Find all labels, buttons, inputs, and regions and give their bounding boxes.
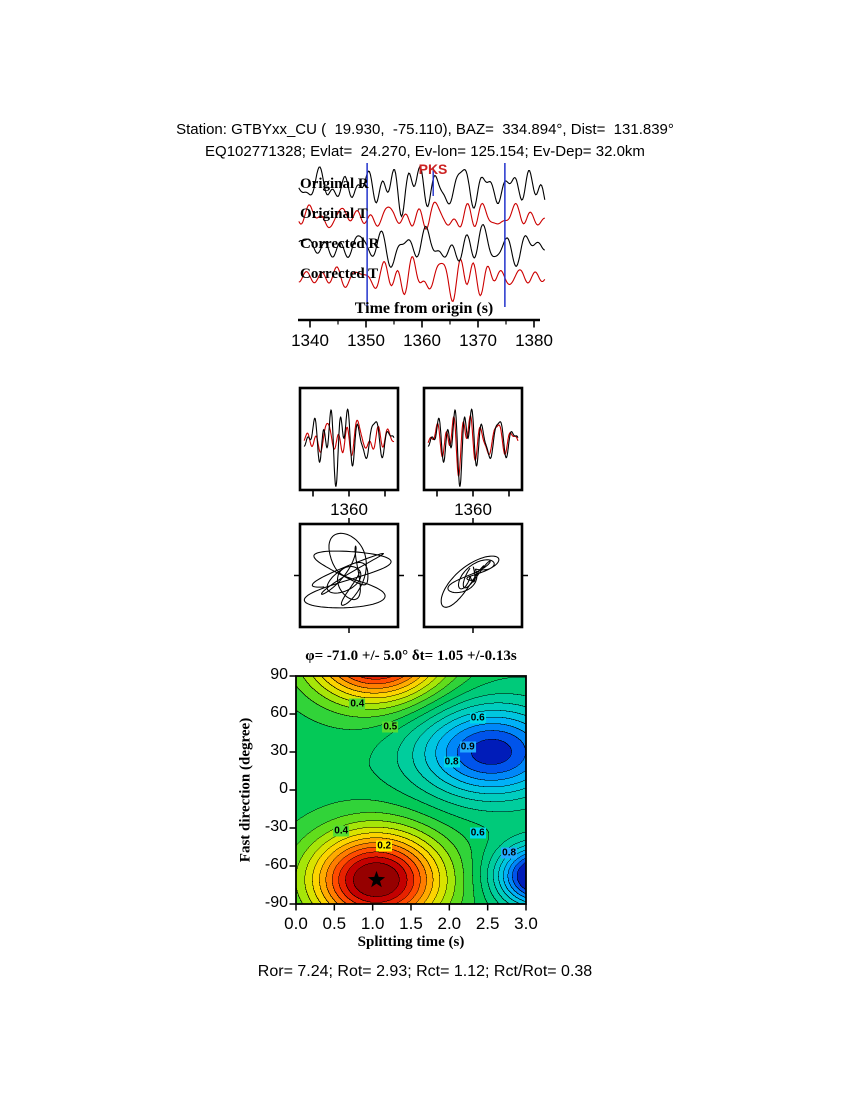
window-tick-label-left: 1360	[330, 500, 368, 519]
window-tick-label-right: 1360	[454, 500, 492, 519]
contour-label: 0.2	[376, 840, 393, 852]
contour-label: 0.6	[469, 827, 486, 839]
quality-stats: Ror= 7.24; Rot= 2.93; Rct= 1.12; Rct/Rot…	[257, 963, 593, 980]
split-result-title: φ= -71.0 +/- 5.0° δt= 1.05 +/-0.13s	[305, 648, 517, 664]
x-tick-label: 2.0	[437, 914, 462, 933]
x-tick-label: 1360	[403, 331, 441, 350]
contour-label: 0.4	[333, 825, 350, 837]
trace-label-original-t: Original T	[300, 206, 368, 222]
contour-label: 0.8	[443, 756, 460, 768]
station-header: Station: GTBYxx_CU ( 19.930, -75.110), B…	[176, 121, 674, 138]
x-tick-label: 2.5	[475, 914, 500, 933]
trace-label-corrected-r: Corrected R	[300, 236, 380, 252]
trace-label-original-r: Original R	[300, 176, 369, 192]
wave-x-axis-title: Time from origin (s)	[354, 300, 494, 317]
x-tick-label: 1.0	[360, 914, 385, 933]
x-tick-label: 1.5	[399, 914, 423, 933]
y-tick-label: 30	[270, 742, 288, 759]
error-surface-heatmap	[296, 676, 526, 904]
contour-label: 0.4	[349, 698, 366, 710]
x-tick-label: 0.5	[322, 914, 347, 933]
x-tick-label: 1370	[459, 331, 497, 350]
y-tick-label: 60	[270, 704, 288, 721]
x-tick-label: 1350	[347, 331, 385, 350]
x-tick-label: 0.0	[284, 914, 308, 933]
contour-label: 0.8	[501, 847, 518, 859]
contour-label: 0.6	[469, 712, 486, 724]
y-tick-label: 90	[270, 666, 288, 683]
x-tick-label: 3.0	[514, 914, 538, 933]
y-tick-label: -90	[264, 894, 288, 911]
y-tick-label: -30	[264, 818, 288, 835]
trace-label-corrected-t: Corrected T	[300, 266, 379, 282]
event-header: EQ102771328; Evlat= 24.270, Ev-lon= 125.…	[205, 143, 645, 160]
y-tick-label: 0	[279, 780, 288, 797]
pks-phase-label: PKS	[418, 161, 448, 177]
x-tick-label: 1340	[291, 331, 329, 350]
y-tick-label: -60	[264, 856, 288, 873]
map-x-axis-title: Splitting time (s)	[357, 934, 465, 950]
x-tick-label: 1380	[515, 331, 553, 350]
contour-label: 0.9	[459, 741, 476, 753]
contour-label: 0.5	[382, 721, 399, 733]
